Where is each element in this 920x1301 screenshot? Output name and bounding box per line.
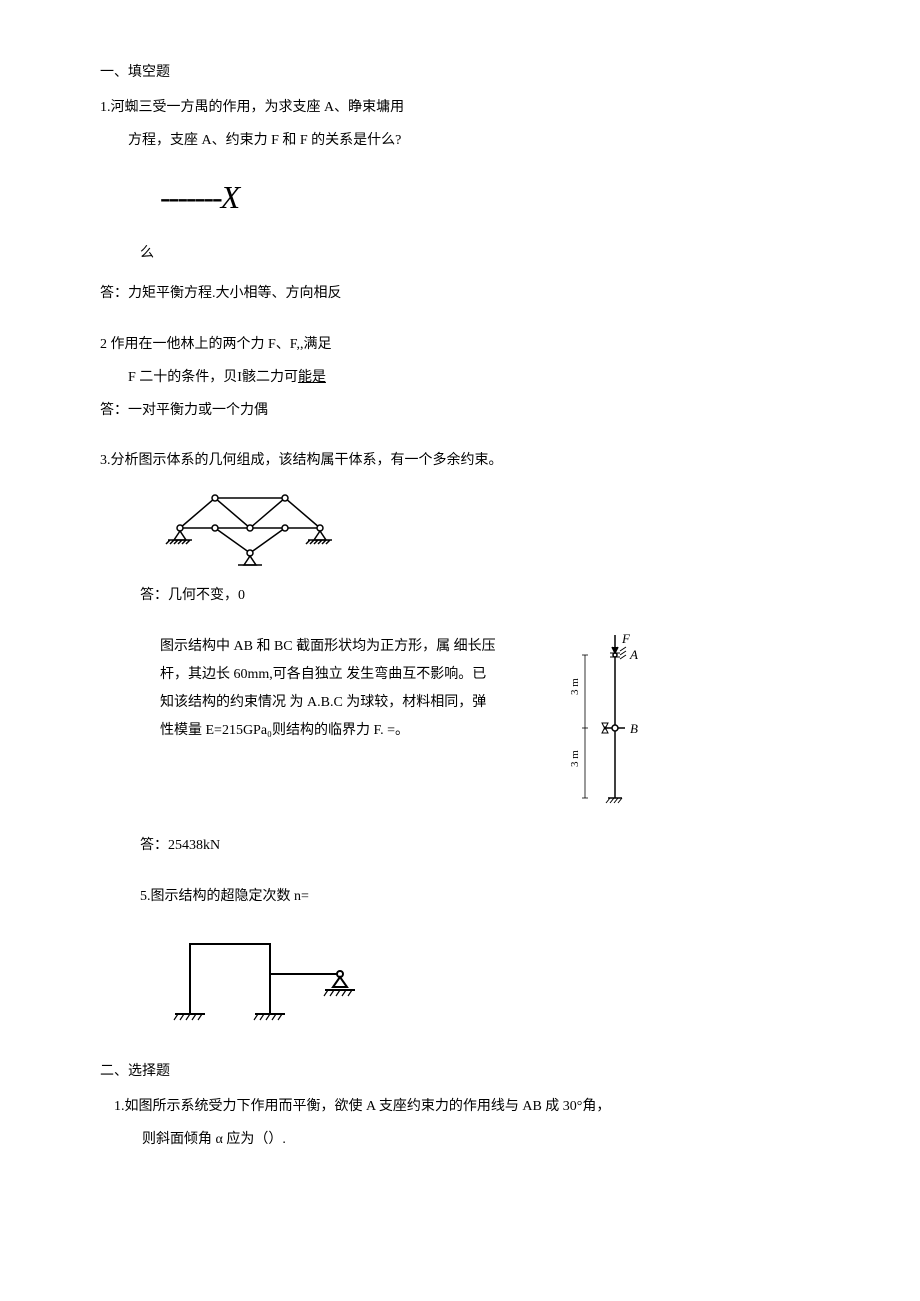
svg-text:3 m: 3 m: [569, 750, 581, 767]
q3-diagram: [100, 488, 820, 568]
question-5: 5.图示结构的超隐定次数 n=: [100, 884, 820, 1034]
question-1: 1.河蜘三受一方禺的作用，为求支座 A、睁束墉用 方程，支座 A、约束力 F 和…: [100, 95, 820, 306]
q1-answer: 答：力矩平衡方程.大小相等、方向相反: [100, 281, 820, 306]
formula-dashes: -------: [160, 179, 221, 215]
q2-line1: 2 作用在一他林上的两个力 F、F,,满足: [100, 332, 820, 357]
q4-figure: F A B: [540, 633, 660, 813]
question-2: 2 作用在一他林上的两个力 F、F,,满足 F 二十的条件，贝I骸二力可能是 答…: [100, 332, 820, 424]
svg-text:3 m: 3 m: [569, 678, 581, 695]
section-2-title: 二、选择题: [100, 1059, 820, 1084]
q2-line2-text: F 二十的条件，贝I骸二力可: [128, 370, 298, 385]
q3-answer: 答：几何不变，0: [100, 583, 820, 608]
q5-diagram: [100, 924, 820, 1034]
question-4: 图示结构中 AB 和 BC 截面形状均为正方形，属 细长压杆，其边长 60mm,…: [100, 633, 820, 858]
q2-answer: 答：一对平衡力或一个力偶: [100, 398, 820, 423]
q1-formula: -------X: [100, 169, 820, 227]
section-1-title: 一、填空题: [100, 60, 820, 85]
question-3: 3.分析图示体系的几何组成，该结构属干体系，有一个多余约束。: [100, 448, 820, 608]
q4-text: 图示结构中 AB 和 BC 截面形状均为正方形，属 细长压杆，其边长 60mm,…: [160, 633, 500, 745]
q1-small: 么: [100, 241, 820, 266]
s2-q1-line1: 1.如图所示系统受力下作用而平衡，欲使 A 支座约束力的作用线与 AB 成 30…: [100, 1094, 820, 1119]
s2-q1-line2: 则斜面倾角 α 应为（）.: [100, 1127, 820, 1152]
svg-text:F: F: [621, 633, 631, 646]
svg-text:A: A: [629, 647, 638, 662]
formula-x-char: X: [221, 179, 243, 215]
q1-line1: 1.河蜘三受一方禺的作用，为求支座 A、睁束墉用: [100, 95, 820, 120]
q3-text: 3.分析图示体系的几何组成，该结构属干体系，有一个多余约束。: [100, 448, 820, 473]
q2-line2-underline: 能是: [298, 370, 326, 385]
section2-q1: 1.如图所示系统受力下作用而平衡，欲使 A 支座约束力的作用线与 AB 成 30…: [100, 1094, 820, 1152]
q1-line2: 方程，支座 A、约束力 F 和 F 的关系是什么?: [100, 128, 820, 153]
q4-answer: 答：25438kN: [100, 833, 820, 858]
svg-text:B: B: [630, 721, 638, 736]
q5-text: 5.图示结构的超隐定次数 n=: [100, 884, 820, 909]
q2-line2: F 二十的条件，贝I骸二力可能是: [100, 365, 820, 390]
